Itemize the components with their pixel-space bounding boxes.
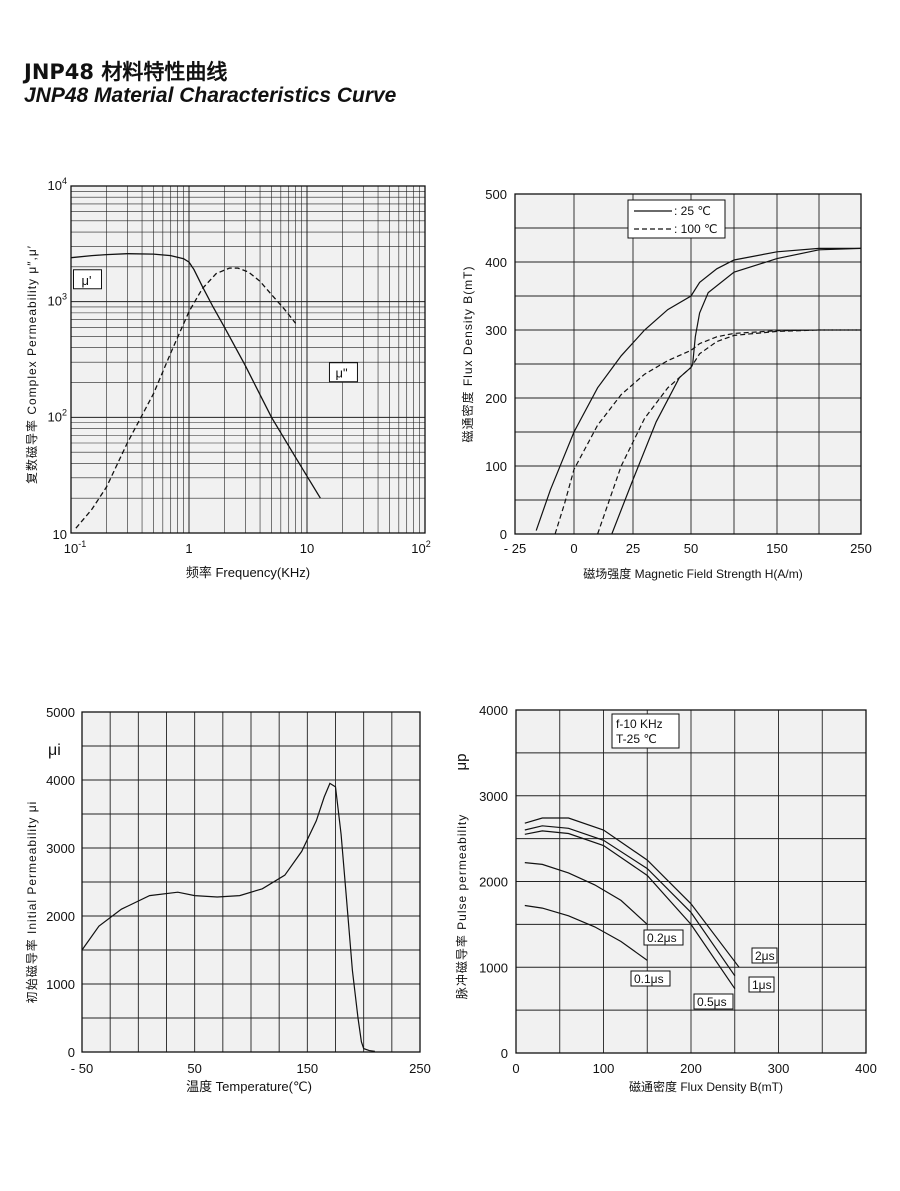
x-axis-label: 磁场强度 Magnetic Field Strength H(A/m) (583, 566, 802, 581)
series-label-mu-double-prime: μ" (335, 366, 347, 381)
legend-box (627, 199, 726, 239)
series-line-initial-permeability (81, 782, 375, 1052)
y-tick-label: 300 (485, 323, 507, 338)
label-box-mu-double-prime (328, 362, 358, 383)
label-box-mu-prime (73, 269, 103, 290)
x-tick-label: - 25 (504, 541, 526, 556)
x-tick-label: 250 (850, 541, 872, 556)
x-tick-label: 150 (296, 1061, 318, 1076)
x-tick-label: 50 (187, 1061, 201, 1076)
title-block: JNP48 材料特性曲线 JNP48 Material Characterist… (24, 60, 396, 108)
y-tick-label: 100 (485, 459, 507, 474)
page-title-cn: JNP48 材料特性曲线 (24, 60, 228, 84)
y-tick-label: 4000 (46, 773, 75, 788)
y-axis-label: 初始磁导率 Initial Permeability μi (24, 801, 39, 1004)
y-axis-label: 脉冲磁导率 Pulse permeability (454, 814, 469, 999)
y-tick-label: 400 (485, 255, 507, 270)
series-label-box (748, 976, 775, 993)
y-tick-label: 1000 (46, 977, 75, 992)
series-label-0-5us: 0.5μs (697, 995, 727, 1009)
x-axis-label: 温度 Temperature(℃) (186, 1079, 312, 1094)
x-tick-label: 102 (411, 539, 430, 556)
series-label-box (693, 993, 734, 1010)
x-tick-label: 200 (680, 1061, 702, 1076)
grid (515, 194, 861, 534)
chart-permeability-temperature: - 50 50 150 250 0 1000 2000 3000 4000 5000 温度 Temp… (24, 705, 431, 1094)
series-label-box (630, 970, 671, 987)
y-axis-label: 复数磁导率 Complex Permeability μ″,μ′ (24, 245, 39, 484)
chart-permeability-frequency: 10-1 1 10 102 104 103 102 10 频率 Frequency(KHz) 复数… (24, 176, 431, 580)
series-label-box (643, 929, 684, 946)
y-tick-label: 200 (485, 391, 507, 406)
x-tick-label: - 50 (71, 1061, 93, 1076)
conditions-box (611, 713, 680, 749)
series-line-2us (524, 817, 740, 968)
y-tick-label: 0 (500, 527, 507, 542)
x-tick-label: 250 (409, 1061, 431, 1076)
grid (82, 712, 420, 1052)
x-tick-label: 1 (185, 541, 192, 556)
y-axis-label: 磁通密度 Flux Density B(mT) (460, 265, 475, 442)
y-tick-label: 4000 (479, 703, 508, 718)
x-tick-label: 0 (512, 1061, 519, 1076)
plot-area (71, 186, 425, 533)
series-label-box (751, 947, 778, 964)
series-label-mu-i: μi (48, 742, 61, 759)
y-tick-label: 2000 (479, 875, 508, 890)
series-label-0-1us: 0.1μs (634, 972, 664, 986)
y-tick-label: 3000 (479, 789, 508, 804)
series-line-0-1us (524, 904, 648, 961)
legend-entry-25c: : 25 ℃ (674, 204, 711, 218)
series-line-100c (597, 329, 861, 535)
y-tick-label: 102 (48, 407, 67, 424)
x-tick-label: 10-1 (64, 539, 86, 556)
x-tick-label: 10 (300, 541, 314, 556)
plot-frame (514, 193, 862, 535)
y-tick-label: 103 (48, 292, 67, 309)
series-line-mu-double-prime (75, 267, 297, 529)
series-line-100c (554, 329, 861, 535)
y-tick-label: 104 (48, 176, 67, 193)
condition-temperature: T-25 ℃ (616, 732, 657, 746)
y-tick-label: 3000 (46, 841, 75, 856)
x-axis-label: 频率 Frequency(KHz) (186, 565, 310, 580)
legend-entry-100c: : 100 ℃ (674, 222, 718, 236)
plot-frame (515, 709, 867, 1054)
x-tick-label: 25 (626, 541, 640, 556)
plot-frame (70, 185, 426, 534)
y-tick-label: 500 (485, 187, 507, 202)
plot-frame (81, 711, 421, 1053)
y-tick-label: 0 (501, 1046, 508, 1061)
series-label-0-2us: 0.2μs (647, 931, 677, 945)
y-tick-label: 5000 (46, 705, 75, 720)
series-line-1us (524, 825, 736, 977)
y-tick-label: 1000 (479, 960, 508, 975)
series-line-0-2us (524, 862, 648, 925)
x-tick-label: 300 (768, 1061, 790, 1076)
series-line-0-5us (524, 830, 736, 990)
x-tick-label: 150 (766, 541, 788, 556)
x-tick-label: 50 (684, 541, 698, 556)
series-label-2us: 2μs (755, 949, 775, 963)
y-tick-label: 10 (53, 527, 67, 542)
page-title-en: JNP48 Material Characteristics Curve (24, 84, 397, 107)
y-tick-label: 2000 (46, 909, 75, 924)
series-label-1us: 1μs (752, 978, 772, 992)
condition-frequency: f-10 KHz (616, 717, 663, 731)
x-tick-label: 0 (570, 541, 577, 556)
x-tick-label: 100 (593, 1061, 615, 1076)
series-line-25c (611, 247, 862, 535)
x-tick-label: 400 (855, 1061, 877, 1076)
series-line-25c (535, 247, 861, 531)
y-tick-label: 0 (68, 1045, 75, 1060)
series-line-mu-prime (70, 253, 321, 499)
series-label-mu-p: μp (453, 754, 470, 771)
x-axis-label: 磁通密度 Flux Density B(mT) (629, 1079, 783, 1094)
series-label-mu-prime: μ' (82, 273, 92, 288)
